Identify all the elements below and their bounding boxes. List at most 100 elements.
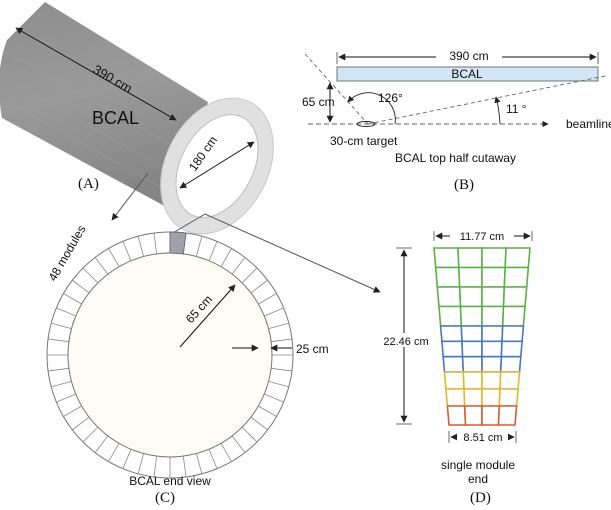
module-divider (196, 453, 203, 474)
bottom-width-label: 8.51 cm (463, 432, 502, 444)
module-cell (481, 286, 506, 308)
module-divider (72, 416, 90, 431)
module-cell (498, 388, 519, 407)
module-divider (271, 367, 292, 372)
module-cell (442, 355, 465, 373)
module-cell (499, 371, 521, 390)
module-cell (457, 247, 483, 269)
c-subtitle: BCAL end view (129, 474, 211, 488)
module-divider (82, 267, 99, 284)
module-cell (499, 355, 522, 373)
module-divider (264, 393, 284, 403)
module-divider (48, 338, 69, 343)
module-layer-1 (433, 247, 531, 327)
module-divider (182, 456, 187, 477)
module-divider (51, 322, 72, 329)
module-divider (241, 267, 258, 284)
module-cell (481, 371, 502, 390)
module-divider (108, 443, 120, 462)
height-dimension: 22.46 cm (380, 247, 438, 425)
module-cell (481, 355, 503, 373)
module-divider (220, 443, 232, 462)
module-divider (208, 449, 218, 469)
module-cell (481, 305, 505, 327)
b-subtitle: BCAL top half cutaway (395, 151, 516, 165)
module-divider (72, 279, 90, 294)
b-bcal-bar: BCAL (336, 66, 599, 82)
module-cell (481, 388, 501, 407)
module-divider (94, 435, 109, 453)
module-cell (461, 355, 483, 373)
module-cell (481, 340, 503, 358)
panel-b: 390 cm BCAL 65 cm 126° 11 ° beamline 30-… (302, 49, 611, 193)
d-subtitle-line1: single module (441, 458, 515, 472)
b-geometry-lines (304, 53, 606, 128)
b-bcal-label: BCAL (451, 67, 483, 81)
panel-d: 11.77 cm 22.46 cm 8.51 cm single module … (380, 228, 533, 506)
module-divider (56, 307, 76, 317)
module-divider (137, 453, 144, 474)
module-divider (271, 338, 292, 343)
module-layer-4 (446, 405, 518, 426)
beamline-label: beamline (566, 117, 611, 131)
module-cell (434, 266, 461, 288)
module-divider (153, 456, 158, 477)
module-divider (63, 405, 82, 417)
module-divider (208, 241, 218, 261)
caption-c: (C) (155, 490, 175, 506)
module-cell (481, 266, 507, 288)
module-divider (258, 405, 277, 417)
module-cell (445, 388, 466, 407)
module-divider (51, 381, 72, 388)
module-grid (433, 247, 531, 426)
module-divider (196, 236, 203, 257)
module-divider (250, 416, 268, 431)
module-cell (497, 405, 518, 426)
connector-lines (111, 172, 381, 293)
d-subtitle-line2: end (468, 472, 488, 486)
thickness-label: 25 cm (296, 342, 329, 356)
bcal-label: BCAL (92, 108, 139, 128)
b-angle-fwd-label: 11 ° (506, 102, 527, 116)
module-divider (153, 233, 158, 254)
module-divider (264, 307, 284, 317)
module-divider (56, 393, 76, 403)
module-divider (48, 367, 69, 372)
module-cell (463, 405, 483, 426)
module-divider (122, 241, 132, 261)
b-angle-back-label: 126° (378, 91, 403, 105)
height-label: 22.46 cm (383, 336, 428, 348)
module-cell (461, 340, 483, 358)
module-divider (63, 293, 82, 305)
highlighted-module (169, 231, 187, 255)
module-cell (501, 305, 526, 327)
module-divider (82, 426, 99, 443)
thickness-dimension: 25 cm (232, 342, 329, 356)
module-divider (258, 293, 277, 305)
module-ring (46, 231, 294, 479)
panel-c: 48 modules 65 cm 25 cm BCAL end view (C) (45, 223, 328, 506)
module-cell (500, 340, 523, 358)
b-length-label: 390 cm (449, 49, 488, 63)
b-height-label: 65 cm (302, 95, 335, 109)
target-label: 30-cm target (330, 134, 398, 148)
module-cell (459, 305, 483, 327)
module-divider (268, 322, 289, 329)
module-divider (250, 279, 268, 294)
module-divider (94, 257, 109, 275)
module-cell (481, 325, 504, 343)
module-divider (122, 449, 132, 469)
module-cell (439, 325, 463, 343)
module-cell (460, 325, 483, 343)
module-layer-2 (439, 325, 525, 373)
module-cell (438, 305, 463, 327)
top-width-dimension: 11.77 cm (433, 228, 533, 243)
module-cell (503, 266, 530, 288)
module-cell (441, 340, 464, 358)
module-divider (220, 248, 232, 267)
module-cell (443, 371, 465, 390)
module-cell (481, 405, 501, 426)
b-height-dimension: 65 cm (302, 82, 335, 123)
module-cell (436, 286, 462, 308)
